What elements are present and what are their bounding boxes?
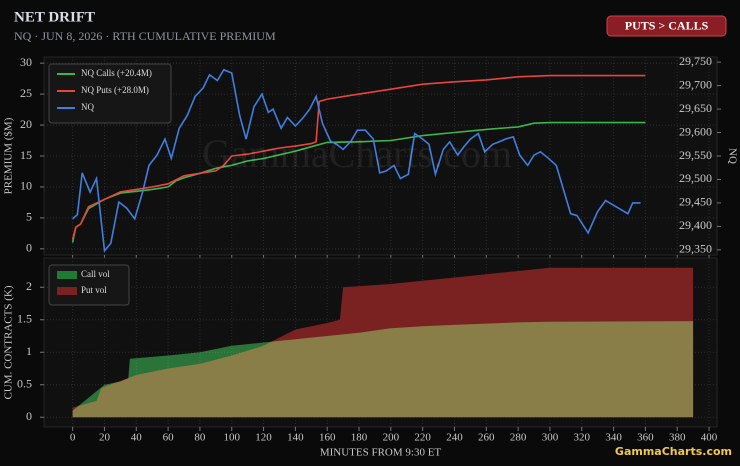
watermark: GammaCharts.com	[202, 131, 512, 176]
y-tick-label: 15	[20, 148, 32, 162]
y2-tick-label: 29,450	[679, 195, 712, 209]
y2-tick-label: 29,550	[679, 148, 712, 162]
x-tick-label: 320	[574, 432, 591, 444]
y-tick-label: 5	[26, 210, 32, 224]
x-tick-label: 200	[383, 432, 400, 444]
series-line	[71, 74, 646, 240]
legend-swatch	[57, 287, 77, 295]
y2-tick-label: 29,700	[679, 77, 712, 91]
legend-label: NQ	[81, 102, 94, 112]
x-tick-label: 60	[163, 432, 175, 444]
badge-box	[606, 15, 727, 37]
x-tick-label: 400	[701, 432, 718, 444]
y2-tick-label: 29,650	[679, 101, 712, 115]
y-tick-label: 10	[20, 179, 32, 193]
legend-label: Put vol	[81, 285, 107, 295]
x-tick-label: 380	[669, 432, 686, 444]
y-tick-label: 0	[26, 409, 32, 423]
logo: GammaCharts.com	[615, 445, 732, 458]
legend-label: NQ Puts (+28.0M)	[81, 85, 149, 95]
x-tick-label: 220	[414, 432, 431, 444]
legend-label: NQ Calls (+20.4M)	[81, 68, 152, 78]
y2-tick-label: 29,500	[679, 171, 712, 185]
x-tick-label: 240	[446, 432, 463, 444]
series-line	[72, 68, 641, 253]
legend-swatch	[57, 271, 77, 279]
legend-label: Call vol	[81, 269, 110, 279]
y2-tick-label: 29,350	[679, 242, 712, 256]
y2-tick-label: 29,600	[679, 124, 712, 138]
x-tick-label: 120	[255, 432, 272, 444]
x-tick-label: 180	[351, 432, 368, 444]
x-tick-label: 280	[510, 432, 527, 444]
y-tick-label: 0	[26, 241, 32, 255]
title: NET DRIFT	[14, 9, 95, 25]
y2-axis-label: NQ	[726, 148, 738, 164]
y-axis-label: CUM. CONTRACTS (K)	[3, 285, 15, 399]
x-tick-label: 340	[605, 432, 622, 444]
y-tick-label: 1	[26, 344, 32, 358]
y-tick-label: 1.5	[17, 312, 32, 326]
y-tick-label: 25	[20, 86, 32, 100]
y-tick-label: 20	[20, 117, 32, 131]
x-tick-label: 80	[194, 432, 206, 444]
x-tick-label: 260	[478, 432, 495, 444]
y-tick-label: 30	[20, 55, 32, 69]
y-tick-label: 0.5	[17, 377, 32, 391]
x-tick-label: 40	[131, 432, 143, 444]
y2-tick-label: 29,750	[679, 54, 712, 68]
x-tick-label: 20	[99, 432, 111, 444]
series-area	[72, 321, 694, 418]
y-tick-label: 2	[26, 279, 32, 293]
x-tick-label: 140	[287, 432, 304, 444]
legend-box	[48, 63, 172, 124]
x-tick-label: 360	[637, 432, 654, 444]
x-tick-label: 0	[70, 432, 76, 444]
x-tick-label: 160	[319, 432, 336, 444]
y2-tick-label: 29,400	[679, 218, 712, 232]
subtitle: NQ · JUN 8, 2026 · RTH CUMULATIVE PREMIU…	[14, 29, 276, 43]
badge: PUTS > CALLS	[625, 18, 709, 32]
x-tick-label: 300	[542, 432, 559, 444]
y-axis-label: PREMIUM ($M)	[3, 117, 15, 194]
plots: 05101520253029,35029,40029,45029,50029,5…	[3, 54, 739, 459]
x-tick-label: 100	[223, 432, 240, 444]
x-axis-label: MINUTES FROM 9:30 ET	[320, 447, 442, 459]
